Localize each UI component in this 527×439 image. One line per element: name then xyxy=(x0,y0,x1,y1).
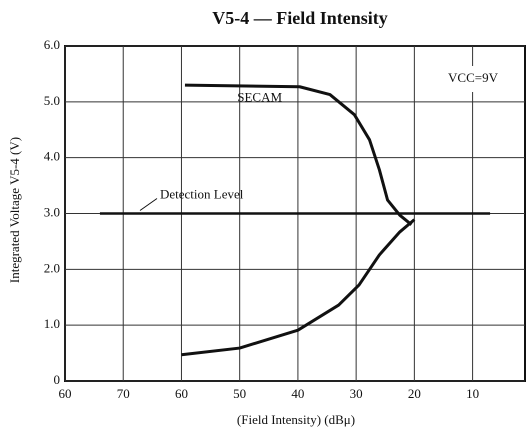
x-tick-label: 60 xyxy=(175,386,188,401)
y-tick-label: 0 xyxy=(54,372,61,387)
annotation: VCC=9V xyxy=(448,70,499,85)
y-tick-label: 4.0 xyxy=(44,149,60,164)
x-tick-label: 20 xyxy=(408,386,421,401)
annotation-arrow xyxy=(139,198,158,211)
series-label: SECAM xyxy=(237,90,282,105)
x-tick-label: 40 xyxy=(291,386,304,401)
x-tick-label: 30 xyxy=(350,386,363,401)
detection-label: Detection Level xyxy=(160,186,244,201)
x-tick-label: 50 xyxy=(233,386,246,401)
x-tick-label: 70 xyxy=(117,386,130,401)
y-tick-label: 3.0 xyxy=(44,204,60,219)
chart-title: V5-4 — Field Intensity xyxy=(212,8,388,28)
y-tick-label: 6.0 xyxy=(44,37,60,52)
y-tick-label: 2.0 xyxy=(44,260,60,275)
curve xyxy=(181,218,416,357)
curve xyxy=(184,83,413,226)
x-tick-label: 60 xyxy=(59,386,72,401)
x-axis-label: (Field Intensity) (dBμ) xyxy=(237,412,355,427)
annotation-box xyxy=(432,66,514,92)
y-tick-label: 5.0 xyxy=(44,93,60,108)
y-axis-label: Integrated Voltage V5-4 (V) xyxy=(7,137,22,283)
x-tick-label: 10 xyxy=(466,386,479,401)
y-tick-label: 1.0 xyxy=(44,316,60,331)
